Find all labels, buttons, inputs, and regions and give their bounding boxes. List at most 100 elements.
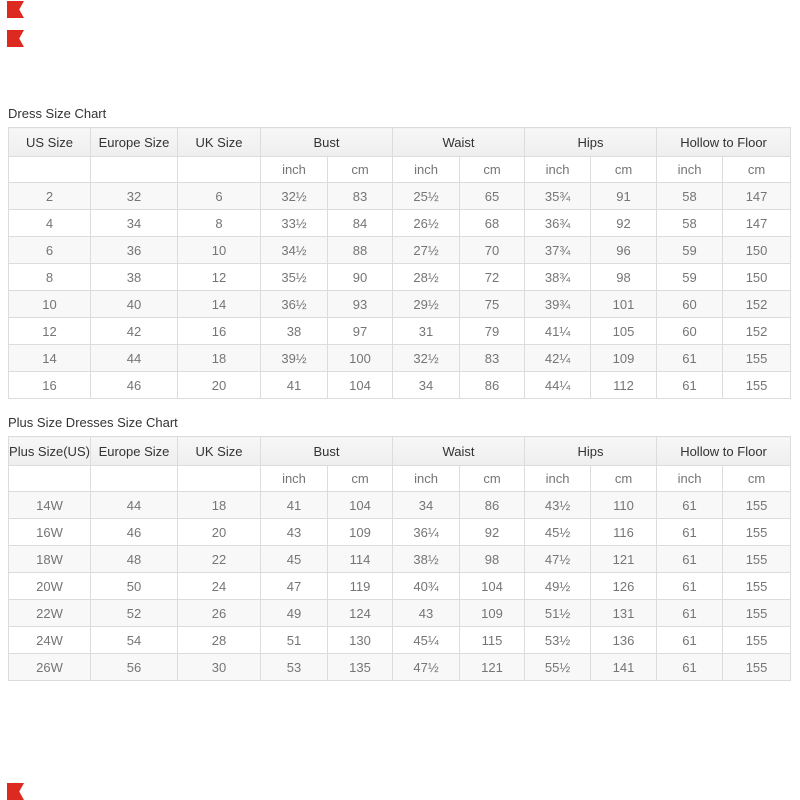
column-header-hollow-to-floor: Hollow to Floor [656, 436, 792, 466]
table-cell: 98 [459, 545, 526, 573]
table-cell: 96 [590, 236, 658, 264]
table-cell: 43½ [524, 491, 592, 519]
table-row: 6 36 10 34½ 88 27½ 70 37¾ 96 59 150 [8, 236, 792, 264]
unit-header-inch: inch [392, 156, 461, 183]
table-cell: 34 [392, 491, 461, 519]
column-header-hips: Hips [524, 436, 658, 466]
table-cell: 6 [8, 236, 91, 264]
table-cell: 37¾ [524, 236, 592, 264]
unit-header-inch: inch [392, 465, 461, 492]
table-cell: 27½ [392, 236, 461, 264]
table-cell: 22W [8, 599, 91, 627]
unit-header-inch: inch [260, 156, 328, 183]
unit-header-cm: cm [590, 156, 658, 183]
table-cell: 14 [177, 290, 261, 318]
table-cell: 114 [326, 545, 394, 573]
unit-header-inch: inch [524, 465, 592, 492]
table-cell: 60 [656, 317, 724, 345]
column-header-waist: Waist [392, 127, 526, 157]
table-cell: 51½ [524, 599, 592, 627]
table-row: 26W 56 30 53 135 47½ 121 55½ 141 61 155 [8, 653, 792, 681]
column-header-europe-size: Europe Size [90, 436, 178, 466]
unit-header-cm: cm [459, 156, 526, 183]
table-cell: 4 [8, 209, 91, 237]
table-cell: 49 [260, 599, 328, 627]
table-cell: 26½ [392, 209, 461, 237]
table-cell: 46 [90, 371, 178, 399]
table-cell: 46 [90, 518, 178, 546]
table-cell: 61 [656, 653, 724, 681]
table-row: 20W 50 24 47 119 40¾ 104 49½ 126 61 155 [8, 572, 792, 600]
column-header-uk-size: UK Size [177, 436, 261, 466]
table-cell: 152 [722, 290, 792, 318]
table-cell: 155 [722, 599, 792, 627]
table-cell: 39¾ [524, 290, 592, 318]
table-cell: 20 [177, 371, 261, 399]
table-cell: 25½ [392, 182, 461, 210]
table-cell: 61 [656, 626, 724, 654]
column-header-hips: Hips [524, 127, 658, 157]
column-header-plus-size-us: Plus Size(US) [8, 436, 91, 466]
table-row: 10 40 14 36½ 93 29½ 75 39¾ 101 60 152 [8, 290, 792, 318]
table-cell: 40 [90, 290, 178, 318]
table-cell: 72 [459, 263, 526, 291]
table-cell: 130 [326, 626, 394, 654]
column-header-bust: Bust [259, 127, 394, 157]
table-cell: 34 [392, 371, 461, 399]
table-cell: 61 [656, 545, 724, 573]
column-header-bust: Bust [259, 436, 394, 466]
red-ribbon-tag-icon [7, 30, 24, 47]
empty-cell [8, 156, 91, 183]
unit-header-inch: inch [260, 465, 328, 492]
table-cell: 155 [722, 518, 792, 546]
unit-header-cm: cm [722, 156, 792, 183]
dress-size-table: US Size Europe Size UK Size Bust Waist H… [8, 127, 792, 399]
table-cell: 36¾ [524, 209, 592, 237]
table-cell: 10 [8, 290, 91, 318]
table-cell: 42¼ [524, 344, 592, 372]
table-cell: 91 [590, 182, 658, 210]
unit-header-cm: cm [326, 465, 394, 492]
table-cell: 26 [177, 599, 261, 627]
column-header-uk-size: UK Size [177, 127, 261, 157]
table-cell: 14 [8, 344, 91, 372]
table-cell: 50 [90, 572, 178, 600]
dress-size-chart-section: Dress Size Chart US Size Europe Size UK … [8, 106, 792, 399]
unit-header-row: inch cm inch cm inch cm inch cm [8, 156, 792, 183]
table-cell: 97 [326, 317, 394, 345]
table-cell: 41¼ [524, 317, 592, 345]
table-row: 2 32 6 32½ 83 25½ 65 35¾ 91 58 147 [8, 182, 792, 210]
table-cell: 83 [459, 344, 526, 372]
table-cell: 68 [459, 209, 526, 237]
table-cell: 112 [590, 371, 658, 399]
table-cell: 38 [90, 263, 178, 291]
table-cell: 155 [722, 653, 792, 681]
plus-size-chart-section: Plus Size Dresses Size Chart Plus Size(U… [8, 415, 792, 681]
table-cell: 47 [260, 572, 328, 600]
table-cell: 58 [656, 182, 724, 210]
column-header-hollow-to-floor: Hollow to Floor [656, 127, 792, 157]
column-header-europe-size: Europe Size [90, 127, 178, 157]
table-cell: 136 [590, 626, 658, 654]
empty-cell [8, 465, 91, 492]
table-cell: 51 [260, 626, 328, 654]
empty-cell [177, 156, 261, 183]
table-cell: 47½ [392, 653, 461, 681]
table-cell: 75 [459, 290, 526, 318]
table-cell: 38 [260, 317, 328, 345]
table-cell: 16 [177, 317, 261, 345]
table-cell: 104 [326, 491, 394, 519]
table-cell: 124 [326, 599, 394, 627]
table-cell: 45 [260, 545, 328, 573]
table-cell: 42 [90, 317, 178, 345]
table-cell: 41 [260, 491, 328, 519]
table-cell: 16 [8, 371, 91, 399]
unit-header-cm: cm [590, 465, 658, 492]
table-cell: 70 [459, 236, 526, 264]
empty-cell [177, 465, 261, 492]
table-cell: 79 [459, 317, 526, 345]
table-cell: 10 [177, 236, 261, 264]
table-cell: 28 [177, 626, 261, 654]
plus-size-table: Plus Size(US) Europe Size UK Size Bust W… [8, 436, 792, 681]
table-row: 24W 54 28 51 130 45¼ 115 53½ 136 61 155 [8, 626, 792, 654]
